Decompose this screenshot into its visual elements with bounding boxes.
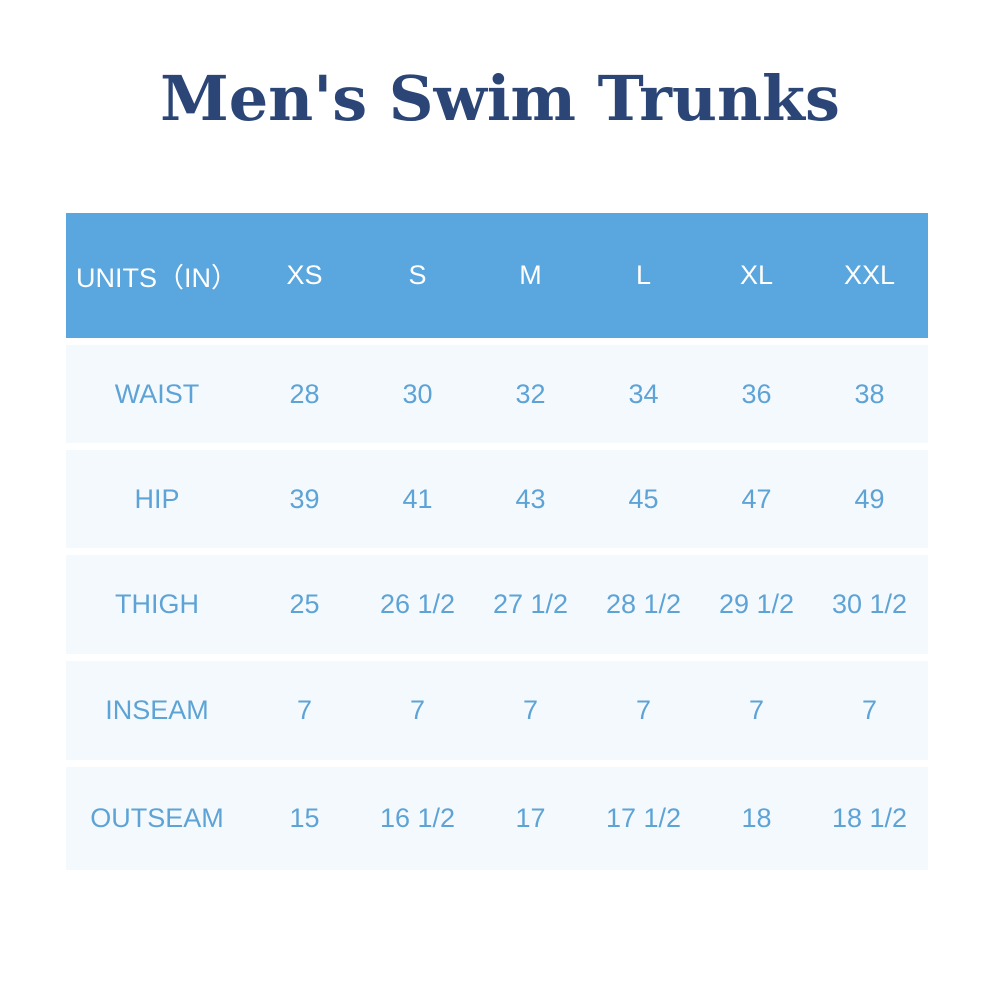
header-cell-l: L bbox=[635, 260, 652, 290]
row-label: THIGH bbox=[115, 589, 199, 619]
size-chart-table: UNITS（IN） XS S M L XL XXL WAIST 28 30 32 34 3… bbox=[66, 213, 928, 877]
table-cell: 16 1/2 bbox=[379, 803, 456, 833]
table-cell: 25 bbox=[289, 589, 320, 619]
header-cell-s: S bbox=[408, 260, 427, 290]
table-cell: 7 bbox=[296, 695, 313, 725]
row-label: WAIST bbox=[114, 378, 200, 409]
table-cell: 7 bbox=[635, 695, 652, 725]
table-row: OUTSEAM 15 16 1/2 17 17 1/2 18 18 1/2 bbox=[66, 767, 928, 870]
table-cell: 27 1/2 bbox=[492, 589, 569, 619]
table-cell: 38 bbox=[854, 378, 885, 409]
table-cell: 7 bbox=[861, 695, 878, 725]
header-cell-units: UNITS（IN） bbox=[76, 263, 238, 293]
table-cell: 18 bbox=[741, 803, 772, 833]
header-cell-xl: XL bbox=[739, 260, 774, 290]
table-cell: 45 bbox=[628, 483, 659, 514]
table-cell: 43 bbox=[515, 483, 546, 514]
row-label: INSEAM bbox=[105, 695, 209, 725]
page-title: Men's Swim Trunks bbox=[160, 62, 840, 135]
table-cell: 34 bbox=[628, 378, 659, 409]
table-cell: 17 bbox=[515, 803, 546, 833]
row-label: HIP bbox=[134, 483, 180, 514]
table-cell: 30 1/2 bbox=[831, 589, 908, 619]
table-cell: 30 bbox=[402, 378, 433, 409]
row-label: OUTSEAM bbox=[90, 803, 224, 833]
table-row: INSEAM 7 7 7 7 7 7 bbox=[66, 661, 928, 760]
table-row: HIP 39 41 43 45 47 49 bbox=[66, 450, 928, 548]
table-cell: 36 bbox=[741, 378, 772, 409]
table-row: THIGH 25 26 1/2 27 1/2 28 1/2 29 1/2 30 1/2 bbox=[66, 555, 928, 654]
header-cell-xs: XS bbox=[286, 260, 323, 290]
table-cell: 49 bbox=[854, 483, 885, 514]
table-cell: 32 bbox=[515, 378, 546, 409]
table-cell: 41 bbox=[402, 483, 433, 514]
table-cell: 29 1/2 bbox=[718, 589, 795, 619]
table-cell: 7 bbox=[522, 695, 539, 725]
table-cell: 28 1/2 bbox=[605, 589, 682, 619]
table-cell: 17 1/2 bbox=[605, 803, 682, 833]
table-cell: 26 1/2 bbox=[379, 589, 456, 619]
table-cell: 39 bbox=[289, 483, 320, 514]
table-cell: 7 bbox=[748, 695, 765, 725]
table-cell: 7 bbox=[409, 695, 426, 725]
header-cell-m: M bbox=[519, 260, 542, 290]
header-cell-xxl: XXL bbox=[843, 260, 896, 290]
table-cell: 28 bbox=[289, 378, 320, 409]
table-row: WAIST 28 30 32 34 36 38 bbox=[66, 345, 928, 443]
table-header-row: UNITS（IN） XS S M L XL XXL bbox=[66, 213, 928, 338]
table-cell: 15 bbox=[289, 803, 320, 833]
table-cell: 18 1/2 bbox=[831, 803, 908, 833]
table-cell: 47 bbox=[741, 483, 772, 514]
